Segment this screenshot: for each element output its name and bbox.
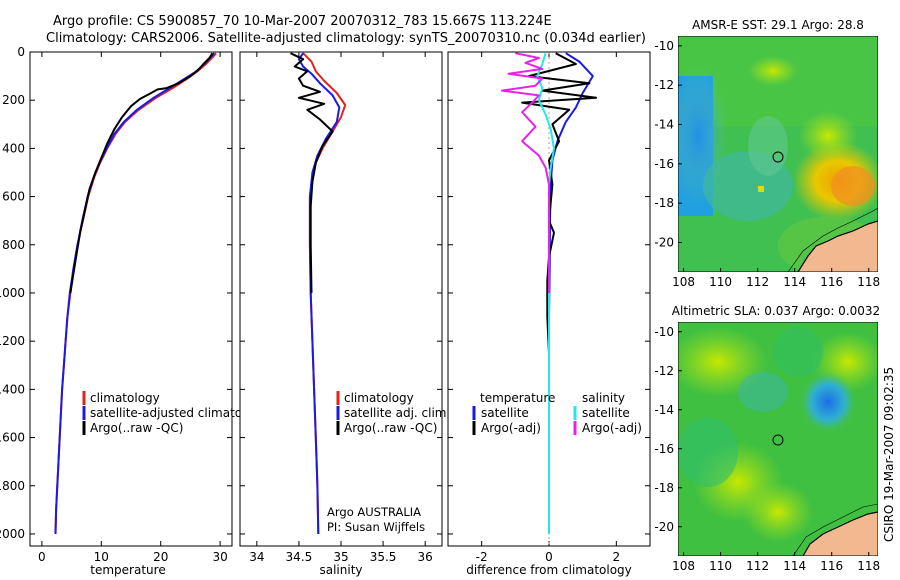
series-line-salinity-satellite bbox=[536, 52, 555, 534]
x-tick-label: 0 bbox=[545, 550, 553, 564]
x-tick-label: 35 bbox=[333, 550, 348, 564]
sla-map-title: Altimetric SLA: 0.037 Argo: 0.0032 bbox=[672, 304, 880, 318]
legend-argo-label: Argo(..raw -QC) bbox=[90, 421, 183, 435]
legend-climatology-label: climatology bbox=[344, 391, 414, 405]
credit-label: CSIRO 19-Mar-2007 09:02:35 bbox=[882, 367, 896, 542]
map-x-tick-label: 114 bbox=[783, 559, 806, 573]
temperature-axes-frame bbox=[29, 51, 233, 547]
figure-title-line2: Climatology: CARS2006. Satellite-adjuste… bbox=[46, 31, 646, 46]
map-x-tick-label: 116 bbox=[820, 559, 843, 573]
x-tick-label: 34.5 bbox=[286, 550, 313, 564]
map-y-tick-label: -18 bbox=[654, 481, 674, 495]
map-y-tick-label: -10 bbox=[654, 39, 674, 53]
map-x-tick-label: 114 bbox=[783, 275, 806, 289]
map-y-tick-label: -16 bbox=[654, 157, 674, 171]
x-tick-label: 10 bbox=[94, 550, 109, 564]
sla-coastline bbox=[802, 511, 878, 556]
y-tick-label: 400 bbox=[2, 141, 25, 155]
sla-map-image bbox=[678, 322, 878, 556]
map-x-tick-label: 118 bbox=[857, 559, 880, 573]
series-line-satellite-adj-clim- bbox=[297, 52, 341, 535]
map-y-tick-label: -12 bbox=[654, 364, 674, 378]
temperature-panel: 0 10 20 30 0 200 400 600 800 1000 1200 1400 1600 1800… bbox=[0, 45, 268, 577]
sst-map-panel: AMSR-E SST: 29.1 Argo: 28.8 108 110 112 114… bbox=[654, 18, 880, 289]
salinity-ticks: 34 34.5 35 35.5 36 bbox=[240, 51, 442, 564]
legend-argo-label: Argo(..raw -QC) bbox=[344, 421, 437, 435]
legend-sal-satellite-label: satellite bbox=[582, 406, 630, 420]
x-tick-label: 30 bbox=[212, 550, 227, 564]
y-tick-label: 0 bbox=[17, 45, 25, 59]
y-tick-label: 1200 bbox=[0, 334, 25, 348]
series-line-argo-raw-qc- bbox=[69, 52, 214, 294]
temperature-xlabel: temperature bbox=[90, 563, 165, 577]
legend-climatology-label: climatology bbox=[90, 391, 160, 405]
sla-map-ticks: 108 110 112 114 116 118 -10 -12 -14 -16 -18 -20 bbox=[654, 325, 880, 573]
x-tick-label: 36 bbox=[418, 550, 433, 564]
x-tick-label: -2 bbox=[476, 550, 488, 564]
x-tick-label: 20 bbox=[153, 550, 168, 564]
salinity-xlabel: salinity bbox=[319, 563, 362, 577]
legend-satellite-label: satellite adj. clim. bbox=[344, 406, 450, 420]
map-x-tick-label: 108 bbox=[672, 275, 695, 289]
x-tick-label: 0 bbox=[38, 550, 46, 564]
x-tick-label: 2 bbox=[613, 550, 621, 564]
difference-legend: temperature satellite Argo(-adj) salinit… bbox=[472, 391, 642, 435]
map-x-tick-label: 110 bbox=[709, 559, 732, 573]
sst-coastline bbox=[797, 220, 878, 272]
y-tick-label: 1600 bbox=[0, 431, 25, 445]
difference-lines bbox=[500, 52, 598, 534]
map-x-tick-label: 108 bbox=[672, 559, 695, 573]
map-x-tick-label: 118 bbox=[857, 275, 880, 289]
sst-map-image bbox=[678, 36, 878, 272]
map-x-tick-label: 110 bbox=[709, 275, 732, 289]
map-x-tick-label: 112 bbox=[746, 559, 769, 573]
salinity-legend: climatology satellite adj. clim. Argo(..… bbox=[336, 391, 450, 435]
map-y-tick-label: -10 bbox=[654, 325, 674, 339]
x-tick-label: 34 bbox=[249, 550, 264, 564]
legend-temp-satellite-label: satellite bbox=[481, 406, 529, 420]
salinity-axes-frame bbox=[239, 51, 443, 547]
legend-temp-argo-label: Argo(-adj) bbox=[481, 421, 541, 435]
legend-sal-argo-label: Argo(-adj) bbox=[582, 421, 642, 435]
map-x-tick-label: 116 bbox=[820, 275, 843, 289]
temperature-legend: climatology satellite-adjusted climatolo… bbox=[82, 391, 268, 435]
map-y-tick-label: -20 bbox=[654, 236, 674, 250]
temperature-lines bbox=[54, 52, 217, 535]
legend-satellite-label: satellite-adjusted climatology bbox=[90, 406, 268, 420]
y-tick-label: 1000 bbox=[0, 286, 25, 300]
y-tick-label: 600 bbox=[2, 190, 25, 204]
series-line-argo-raw-qc- bbox=[290, 52, 334, 294]
series-line-salinity-argo-adj- bbox=[500, 52, 550, 293]
map-y-tick-label: -18 bbox=[654, 196, 674, 210]
legend-temperature-header: temperature bbox=[480, 391, 555, 405]
temperature-ticks: 0 10 20 30 0 200 400 600 800 1000 1200 1400 1600 1800… bbox=[0, 45, 232, 564]
sst-argo-position-marker bbox=[772, 151, 784, 163]
map-x-tick-label: 112 bbox=[746, 275, 769, 289]
map-y-tick-label: -20 bbox=[654, 520, 674, 534]
y-tick-label: 200 bbox=[2, 93, 25, 107]
y-tick-label: 1800 bbox=[0, 479, 25, 493]
sla-argo-position-marker bbox=[772, 434, 784, 446]
x-tick-label: 35.5 bbox=[370, 550, 397, 564]
figure-title-line1: Argo profile: CS 5900857_70 10-Mar-2007 … bbox=[53, 14, 552, 29]
salinity-lines bbox=[290, 52, 347, 535]
map-y-tick-label: -12 bbox=[654, 78, 674, 92]
difference-panel: -2 0 2 difference from climatology tempera… bbox=[447, 51, 651, 577]
argo-pi-annotation: PI: Susan Wijffels bbox=[327, 520, 425, 534]
y-tick-label: 2000 bbox=[0, 527, 25, 541]
sst-map-ticks: 108 110 112 114 116 118 -10 -12 -14 -16 -18 -20 bbox=[654, 39, 880, 289]
sla-map-panel: Altimetric SLA: 0.037 Argo: 0.0032 108 11… bbox=[654, 304, 880, 573]
y-tick-label: 1400 bbox=[0, 382, 25, 396]
difference-xlabel: difference from climatology bbox=[466, 563, 632, 577]
y-tick-label: 800 bbox=[2, 238, 25, 252]
map-y-tick-label: -16 bbox=[654, 442, 674, 456]
argo-country-annotation: Argo AUSTRALIA bbox=[327, 505, 421, 519]
map-y-tick-label: -14 bbox=[654, 403, 674, 417]
sst-map-title: AMSR-E SST: 29.1 Argo: 28.8 bbox=[692, 18, 864, 32]
salinity-panel: 34 34.5 35 35.5 36 salinity climatology sate… bbox=[239, 51, 450, 577]
legend-salinity-header: salinity bbox=[582, 391, 625, 405]
map-y-tick-label: -14 bbox=[654, 118, 674, 132]
